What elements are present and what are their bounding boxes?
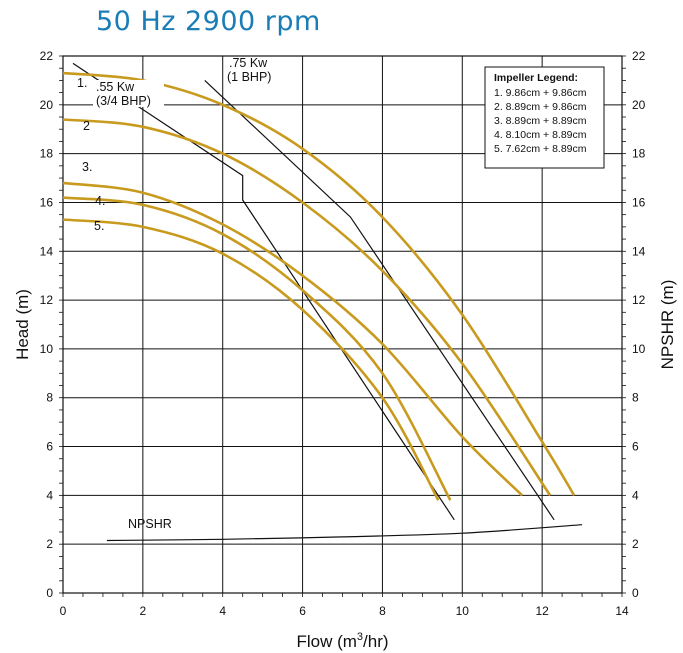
x-tick-label: 10 <box>456 604 470 618</box>
y-tick-label-right: 6 <box>632 440 639 454</box>
y-tick-label-left: 22 <box>40 49 54 63</box>
curve-label-2: 2 <box>83 119 90 133</box>
legend-item: 5. 7.62cm + 8.89cm <box>494 143 587 155</box>
y-tick-label-left: 2 <box>46 537 53 551</box>
y-tick-label-right: 0 <box>632 586 639 600</box>
npshr-label: NPSHR <box>128 517 172 531</box>
y-tick-label-right: 18 <box>632 147 646 161</box>
x-tick-label: 2 <box>140 604 147 618</box>
y-tick-label-right: 22 <box>632 49 646 63</box>
x-tick-label: 0 <box>60 604 67 618</box>
y-tick-label-right: 16 <box>632 195 646 209</box>
impeller-curve-4 <box>62 196 452 501</box>
y-tick-label-right: 14 <box>632 244 646 258</box>
y-tick-label-left: 20 <box>40 98 54 112</box>
y-tick-label-left: 12 <box>40 293 54 307</box>
x-tick-label: 12 <box>535 604 549 618</box>
power-line-2 <box>204 79 555 521</box>
power-label-055-kw: .55 Kw <box>96 80 135 94</box>
page-title: 50 Hz 2900 rpm <box>96 6 321 37</box>
y-tick-label-left: 18 <box>40 147 54 161</box>
power-label-075-bhp: (1 BHP) <box>227 70 271 84</box>
power-label-075-kw: .75 Kw <box>229 56 268 70</box>
power-label-bg <box>93 80 164 107</box>
x-tick-label: 14 <box>615 604 629 618</box>
legend-item: 4. 8.10cm + 8.89cm <box>494 129 587 141</box>
y-tick-label-left: 4 <box>46 488 53 502</box>
npshr-curve <box>106 524 583 542</box>
legend-item: 2. 8.89cm + 9.86cm <box>494 101 587 113</box>
y-tick-label-left: 10 <box>40 342 54 356</box>
impeller-curve-3 <box>62 181 524 497</box>
curve-label-1: 1. <box>77 76 87 90</box>
x-tick-label: 4 <box>219 604 226 618</box>
x-tick-label: 8 <box>379 604 386 618</box>
minor-ticks <box>59 55 626 597</box>
y-tick-label-right: 10 <box>632 342 646 356</box>
legend-title: Impeller Legend: <box>494 72 578 84</box>
legend-box <box>484 66 605 169</box>
plot-frame <box>62 55 623 594</box>
y-tick-label-right: 8 <box>632 391 639 405</box>
y-tick-label-right: 20 <box>632 98 646 112</box>
power-label-055-bhp: (3/4 BHP) <box>96 94 151 108</box>
x-axis-label: Flow (m3/hr) <box>296 631 388 651</box>
y-tick-label-left: 6 <box>46 440 53 454</box>
y-tick-label-left: 0 <box>46 586 53 600</box>
curve-label-4: 4. <box>95 194 105 208</box>
y-axis-label-right: NPSHR (m) <box>658 280 677 370</box>
y-tick-label-left: 16 <box>40 195 54 209</box>
x-tick-label: 6 <box>299 604 306 618</box>
y-tick-label-right: 4 <box>632 488 639 502</box>
y-axis-label: Head (m) <box>13 289 32 360</box>
legend-item: 1. 9.86cm + 9.86cm <box>494 87 587 99</box>
impeller-curve-2 <box>62 118 552 497</box>
impeller-curve-5 <box>62 218 440 501</box>
y-tick-label-right: 12 <box>632 293 646 307</box>
legend-item: 3. 8.89cm + 8.89cm <box>494 115 587 127</box>
y-tick-label-left: 8 <box>46 391 53 405</box>
power-line-1 <box>72 62 455 521</box>
y-tick-label-left: 14 <box>40 244 54 258</box>
curve-label-3: 3. <box>82 160 92 174</box>
curve-label-5: 5. <box>94 219 104 233</box>
y-tick-label-right: 2 <box>632 537 639 551</box>
